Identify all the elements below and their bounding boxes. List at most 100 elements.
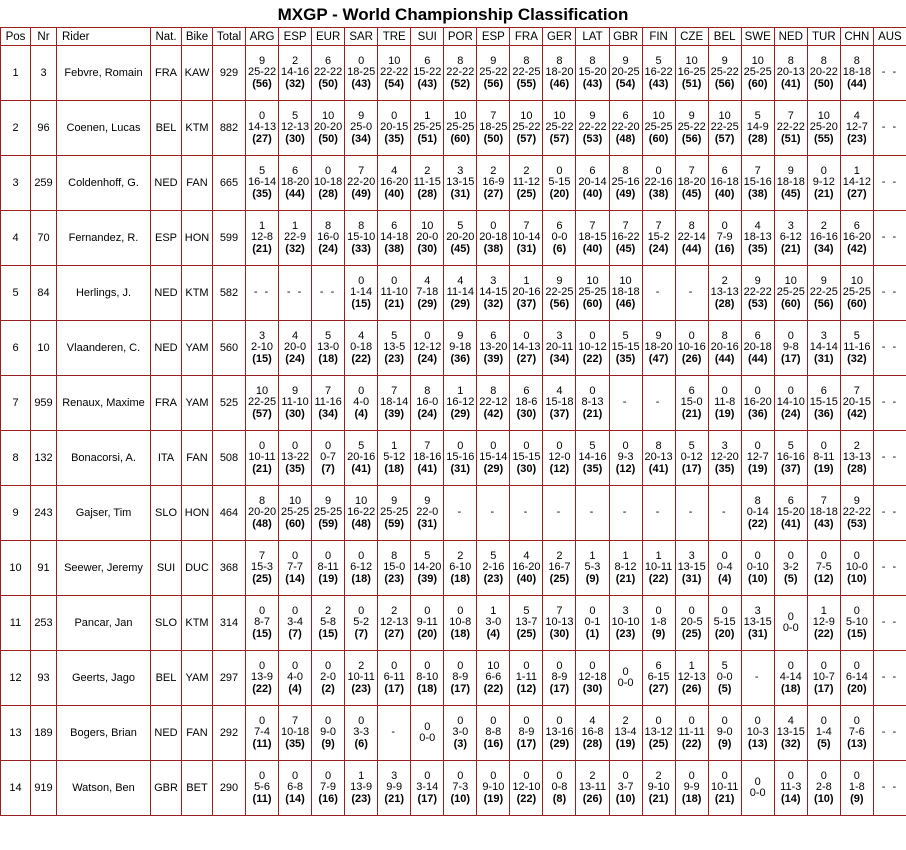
event-qualifying-points: 0 bbox=[457, 714, 464, 727]
event-qualifying-points: 7 bbox=[820, 494, 827, 507]
event-race-points: 18-20 bbox=[677, 176, 706, 189]
event-total-points: (19) bbox=[483, 792, 504, 805]
event-race-points: 25-0 bbox=[350, 121, 373, 134]
event-total-points: (24) bbox=[318, 242, 338, 255]
event-total-points: (41) bbox=[780, 517, 801, 530]
event-total-points: (41) bbox=[648, 462, 669, 475]
event-no-entry: - bbox=[688, 506, 695, 519]
event-race-points: 22-22 bbox=[446, 66, 475, 79]
cell-event-result: 0 3-7 (10) bbox=[608, 760, 643, 816]
event-race-points: 22-22 bbox=[842, 506, 871, 519]
event-race-points: 12-12 bbox=[413, 341, 442, 354]
event-race-points: 0-0 bbox=[749, 787, 766, 799]
event-qualifying-points: 6 bbox=[655, 659, 662, 672]
event-race-points: 25-22 bbox=[479, 66, 508, 79]
event-qualifying-points: 1 bbox=[258, 219, 266, 232]
event-total-points: (22) bbox=[252, 682, 272, 695]
cell-event-result: 5 2-16 (23) bbox=[476, 540, 511, 596]
cell-event-result: 9 20-25 (54) bbox=[608, 45, 643, 101]
cell-position: 9 bbox=[0, 485, 31, 541]
cell-event-result: 2 11-15 (28) bbox=[410, 155, 445, 211]
event-qualifying-points: 5 bbox=[292, 109, 299, 122]
event-qualifying-points: 0 bbox=[853, 714, 860, 727]
event-total-points: (12) bbox=[549, 462, 570, 475]
cell-event-result: 1 13-9 (23) bbox=[344, 760, 379, 816]
table-row[interactable]: 5 84 Herlings, J. NED KTM 582- -- -- -0 1-14 (1… bbox=[0, 265, 906, 321]
event-qualifying-points: 8 bbox=[424, 384, 431, 397]
cell-event-result: - - bbox=[872, 45, 906, 101]
cell-event-result: 0 10-11 (21) bbox=[707, 760, 742, 816]
event-race-points: 22-22 bbox=[776, 121, 805, 134]
cell-event-result: 9 22-25 (56) bbox=[806, 265, 841, 321]
event-qualifying-points: 2 bbox=[490, 164, 497, 177]
event-qualifying-points: 6 bbox=[787, 494, 794, 507]
event-qualifying-points: 9 bbox=[358, 109, 365, 122]
event-no-entry: - bbox=[457, 506, 464, 519]
cell-nationality: BEL bbox=[150, 650, 182, 706]
event-total-points: (15) bbox=[847, 627, 867, 640]
cell-event-result: 0 15-16 (31) bbox=[443, 430, 478, 486]
table-row[interactable]: 7 959 Renaux, Maxime FRA YAM 525 10 22-25 (57) 9 1… bbox=[0, 375, 906, 431]
table-row[interactable]: 4 70 Fernandez, R. ESP HON 599 1 12-8 (21) 1 22-9(… bbox=[0, 210, 906, 266]
cell-event-result: - - bbox=[244, 265, 280, 321]
event-total-points: (25) bbox=[516, 627, 537, 640]
cell-event-result: 0 1-4 (5) bbox=[806, 705, 841, 761]
event-qualifying-points: 0 bbox=[787, 769, 794, 782]
event-qualifying-points: 8 bbox=[754, 494, 761, 507]
event-qualifying-points: 8 bbox=[721, 329, 728, 342]
event-qualifying-points: 1 bbox=[622, 549, 629, 562]
event-race-points: 15-16 bbox=[446, 451, 475, 464]
event-race-points: 22-22 bbox=[380, 66, 409, 79]
header-pos: Pos bbox=[0, 27, 31, 46]
event-total-points: (32) bbox=[285, 77, 305, 90]
header-event-esp-7: ESP bbox=[476, 27, 511, 46]
cell-event-result: 9 22-22 (53) bbox=[839, 485, 874, 541]
event-total-points: (23) bbox=[351, 792, 371, 805]
table-row[interactable]: 14 919 Watson, Ben GBR BET 290 0 5-6 (11) 0 6-8 (14… bbox=[0, 760, 906, 816]
event-qualifying-points: 0 bbox=[655, 714, 662, 727]
table-row[interactable]: 6 10 Vlaanderen, C. NED YAM 560 3 2-10 (15) 4 20-0… bbox=[0, 320, 906, 376]
cell-event-result: 7 15-2 (24) bbox=[641, 210, 676, 266]
table-row[interactable]: 11 253 Pancar, Jan SLO KTM 314 0 8-7 (15) 0 3-4 (7)… bbox=[0, 595, 906, 651]
event-total-points: (42) bbox=[847, 407, 867, 420]
event-qualifying-points: 8 bbox=[589, 54, 596, 67]
event-race-points: 0-10 bbox=[746, 561, 769, 574]
cell-event-result: 8 18-20 (46) bbox=[542, 45, 577, 101]
table-row[interactable]: 12 93 Geerts, Jago BEL YAM 297 0 13-9 (22) 0 4-0 (4… bbox=[0, 650, 906, 706]
table-row[interactable]: 13 189 Bogers, Brian NED FAN 292 0 7-4 (11) 7 10-1… bbox=[0, 705, 906, 761]
cell-event-result: 1 25-25 (51) bbox=[410, 100, 445, 156]
table-row[interactable]: 8 132 Bonacorsi, A. ITA FAN 508 0 10-11 (21) 0 13-… bbox=[0, 430, 906, 486]
table-row[interactable]: 9 243 Gajser, Tim SLO HON 464 8 20-20 (48) 10 25-2… bbox=[0, 485, 906, 541]
cell-event-result: 2 5-8 (15) bbox=[311, 595, 346, 651]
event-qualifying-points: 0 bbox=[622, 439, 629, 452]
event-qualifying-points: 0 bbox=[292, 549, 299, 562]
cell-event-result: 3 13-15 (31) bbox=[674, 540, 709, 596]
event-total-points: (21) bbox=[714, 792, 735, 805]
event-race-points: 18-18 bbox=[809, 506, 838, 519]
event-total-points: (43) bbox=[582, 77, 603, 90]
event-race-points: 12-18 bbox=[578, 671, 607, 684]
cell-event-result: 8 22-22 (52) bbox=[443, 45, 478, 101]
table-row[interactable]: 2 96 Coenen, Lucas BEL KTM 882 0 14-13 (27) 5 12-1… bbox=[0, 100, 906, 156]
event-total-points: (23) bbox=[384, 572, 404, 585]
event-qualifying-points: 2 bbox=[820, 219, 827, 232]
cell-total-points: 525 bbox=[212, 375, 246, 431]
event-total-points: (27) bbox=[252, 132, 272, 145]
table-row[interactable]: 1 3 Febvre, Romain FRA KAW 929 9 25-22 (56) 2 14-1… bbox=[0, 45, 906, 101]
event-qualifying-points: 4 bbox=[589, 714, 596, 727]
event-race-points: 12-7 bbox=[746, 451, 769, 464]
event-qualifying-points: 7 bbox=[688, 164, 695, 177]
event-total-points: (53) bbox=[747, 297, 768, 310]
event-qualifying-points: 0 bbox=[391, 109, 398, 122]
event-qualifying-points: 0 bbox=[325, 164, 332, 177]
table-row[interactable]: 10 91 Seewer, Jeremy SUI DUC 368 7 15-3 (25) 0 7-7… bbox=[0, 540, 906, 596]
event-qualifying-points: 2 bbox=[556, 549, 563, 562]
event-qualifying-points: 4 bbox=[523, 549, 530, 562]
event-total-points: (34) bbox=[318, 407, 338, 420]
event-qualifying-points: 8 bbox=[258, 494, 266, 507]
cell-event-result: 0 8-7 (15) bbox=[244, 595, 280, 651]
event-race-points: 20-20 bbox=[247, 506, 277, 519]
event-qualifying-points: 0 bbox=[424, 720, 431, 733]
table-row[interactable]: 3 259 Coldenhoff, G. NED FAN 665 5 16-14 (35) 6 18… bbox=[0, 155, 906, 211]
cell-event-result: 0 9-0 (9) bbox=[311, 705, 346, 761]
